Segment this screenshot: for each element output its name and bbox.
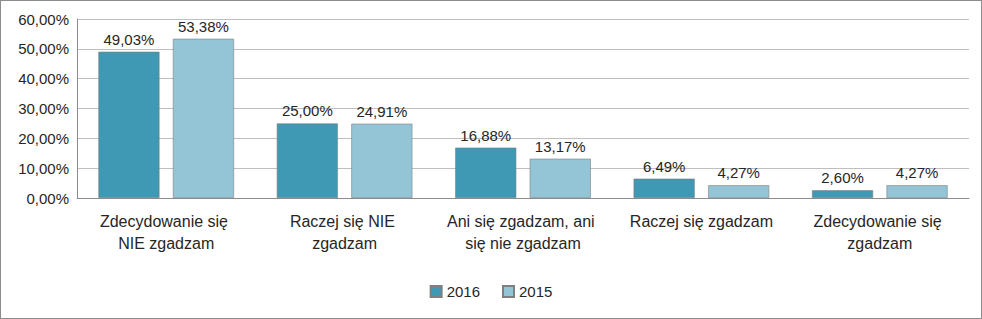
svg-text:2015: 2015 xyxy=(519,283,552,300)
svg-text:40,00%: 40,00% xyxy=(18,70,69,87)
svg-text:0,00%: 0,00% xyxy=(26,190,69,207)
svg-text:13,17%: 13,17% xyxy=(535,138,586,155)
svg-text:Raczej się NIE: Raczej się NIE xyxy=(290,213,399,230)
svg-text:4,27%: 4,27% xyxy=(717,164,760,181)
svg-text:Zdecydowanie się: Zdecydowanie się xyxy=(100,213,233,230)
svg-text:10,00%: 10,00% xyxy=(18,160,69,177)
svg-text:53,38%: 53,38% xyxy=(178,18,229,35)
svg-text:16,88%: 16,88% xyxy=(460,127,511,144)
svg-text:NIE zgadzam: NIE zgadzam xyxy=(118,235,214,252)
svg-text:30,00%: 30,00% xyxy=(18,100,69,117)
svg-text:zgadzam: zgadzam xyxy=(847,235,912,252)
svg-text:6,49%: 6,49% xyxy=(643,158,686,175)
svg-text:Ani się zgadzam, ani: Ani się zgadzam, ani xyxy=(447,213,599,230)
svg-text:Zdecydowanie się: Zdecydowanie się xyxy=(814,213,947,230)
svg-text:Raczej się zgadzam: Raczej się zgadzam xyxy=(630,213,773,230)
svg-text:49,03%: 49,03% xyxy=(104,31,155,48)
svg-text:zgadzam: zgadzam xyxy=(312,235,377,252)
svg-text:2,60%: 2,60% xyxy=(821,169,864,186)
svg-text:20,00%: 20,00% xyxy=(18,130,69,147)
svg-text:25,00%: 25,00% xyxy=(282,102,333,119)
svg-text:60,00%: 60,00% xyxy=(18,11,69,28)
svg-text:się nie zgadzam: się nie zgadzam xyxy=(465,235,581,252)
svg-text:2016: 2016 xyxy=(447,283,480,300)
svg-text:24,91%: 24,91% xyxy=(356,103,407,120)
svg-text:4,27%: 4,27% xyxy=(896,164,939,181)
svg-text:50,00%: 50,00% xyxy=(18,40,69,57)
